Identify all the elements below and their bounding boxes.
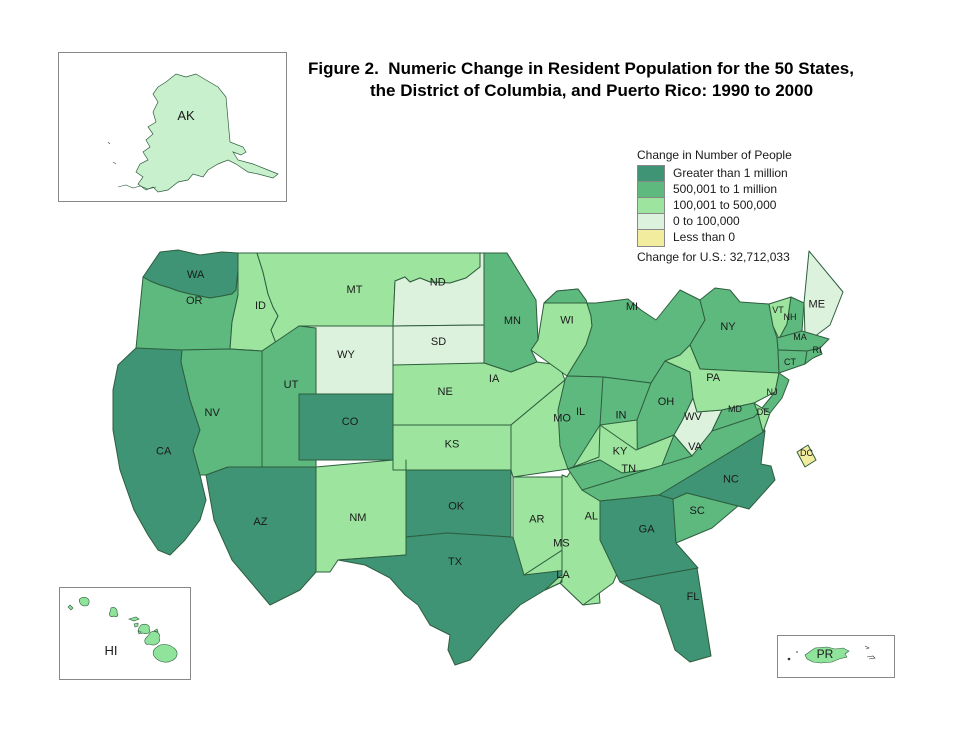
svg-text:MI: MI [626,301,638,313]
svg-text:IN: IN [616,410,627,422]
svg-text:NJ: NJ [767,387,778,397]
svg-text:SC: SC [690,505,705,517]
svg-text:NE: NE [438,386,453,398]
svg-text:VA: VA [688,441,703,453]
svg-text:MT: MT [347,284,363,296]
svg-text:MS: MS [553,537,570,549]
svg-text:OH: OH [658,396,675,408]
svg-text:MA: MA [793,332,807,342]
svg-text:NM: NM [349,512,366,524]
svg-text:OR: OR [186,295,203,307]
svg-text:SD: SD [431,336,446,348]
svg-text:CT: CT [784,357,796,367]
svg-text:CO: CO [342,416,359,428]
svg-text:DC: DC [800,448,813,458]
svg-text:NV: NV [205,407,221,419]
svg-text:ME: ME [809,299,826,311]
svg-text:MO: MO [553,412,571,424]
svg-text:IL: IL [576,406,585,418]
svg-text:LA: LA [556,569,570,581]
svg-text:ID: ID [255,300,266,312]
svg-text:GA: GA [639,524,656,536]
svg-text:UT: UT [284,379,299,391]
svg-text:MD: MD [728,404,742,414]
svg-text:MN: MN [504,315,521,327]
svg-text:FL: FL [687,591,700,603]
svg-text:CA: CA [156,445,172,457]
svg-text:IA: IA [489,373,500,385]
svg-text:VT: VT [772,305,784,315]
svg-text:NC: NC [723,474,739,486]
svg-text:AL: AL [585,510,598,522]
svg-text:KY: KY [613,446,628,458]
svg-text:WV: WV [684,411,702,423]
svg-text:AR: AR [529,514,544,526]
svg-text:KS: KS [445,439,460,451]
svg-text:NH: NH [784,312,797,322]
svg-text:TX: TX [448,556,463,568]
svg-text:NY: NY [720,321,736,333]
svg-text:OK: OK [448,500,465,512]
svg-text:PA: PA [706,372,721,384]
svg-text:DE: DE [757,407,770,417]
svg-text:TN: TN [621,463,636,475]
svg-text:AZ: AZ [253,516,267,528]
svg-text:ND: ND [430,277,446,289]
svg-text:WY: WY [337,349,355,361]
svg-text:WA: WA [187,269,205,281]
svg-text:WI: WI [560,315,573,327]
svg-text:RI: RI [813,345,822,355]
